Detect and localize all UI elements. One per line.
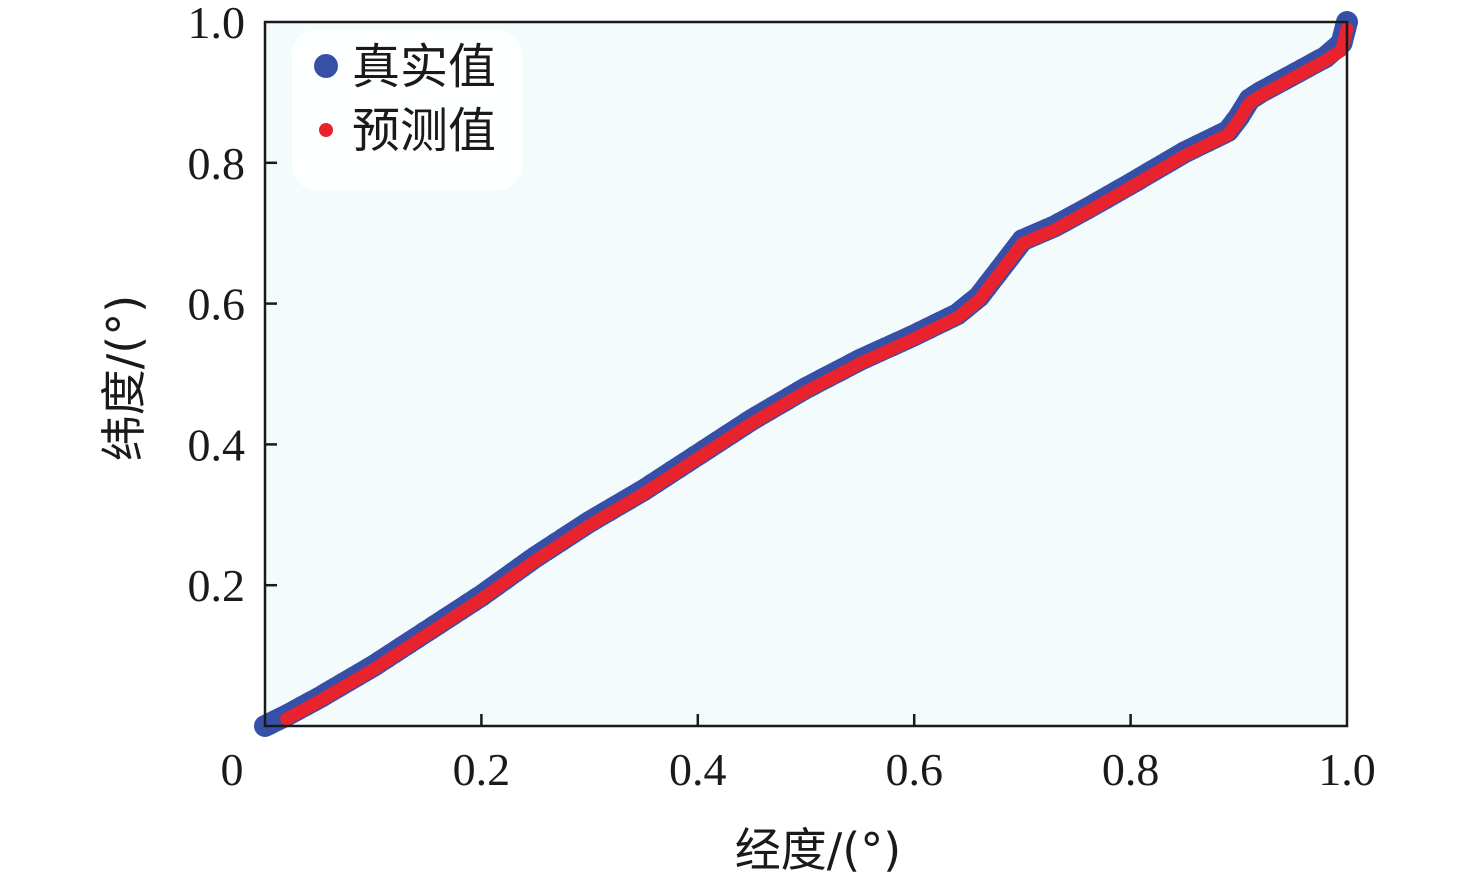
y-axis-label: 纬度/(°) xyxy=(97,295,151,461)
x-tick-label: 0.2 xyxy=(453,744,511,795)
x-tick-label: 0.8 xyxy=(1102,744,1160,795)
legend-marker xyxy=(314,54,338,78)
legend-background xyxy=(292,30,522,190)
legend-label: 真实值 xyxy=(352,39,496,95)
series-predicted-values xyxy=(280,22,1354,726)
x-tick-label: 1.0 xyxy=(1318,744,1376,795)
y-tick-label: 0.4 xyxy=(188,419,246,470)
legend-label: 预测值 xyxy=(352,103,496,159)
x-tick-label: 0.6 xyxy=(885,744,943,795)
y-tick-label: 0.6 xyxy=(188,279,246,330)
x-axis-label: 经度/(°) xyxy=(735,823,901,877)
plot-frame xyxy=(263,20,1349,728)
y-tick-label: 1.0 xyxy=(188,0,246,48)
x-tick-label: 0.4 xyxy=(669,744,727,795)
y-tick-label: 0.8 xyxy=(188,138,246,189)
legend-marker xyxy=(319,123,333,137)
y-tick-label: 0.2 xyxy=(188,560,246,611)
x-tick-label: 0 xyxy=(221,744,244,795)
